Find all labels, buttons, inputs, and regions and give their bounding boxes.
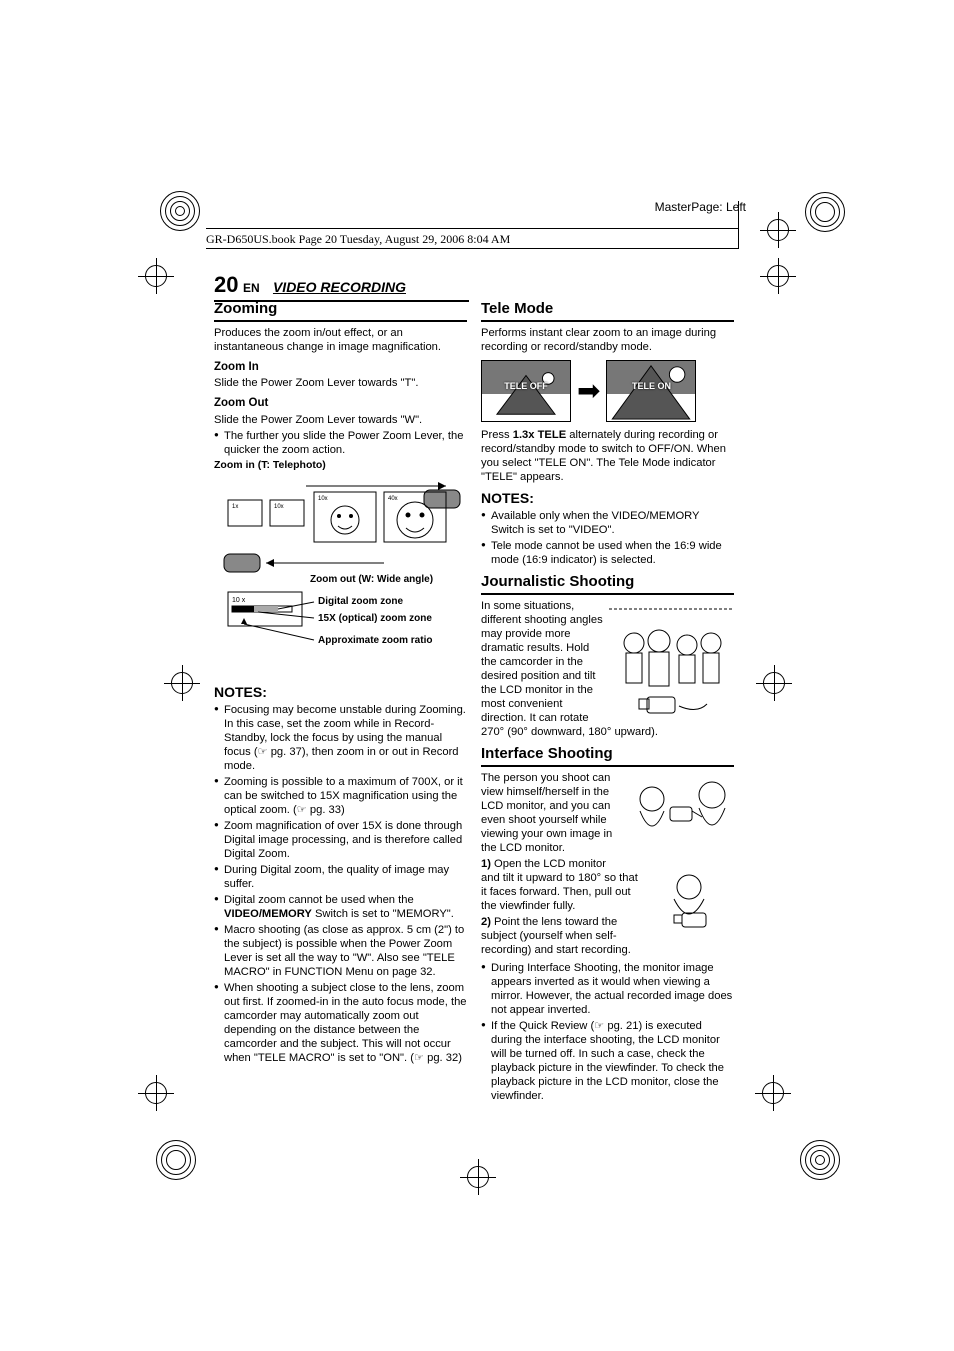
- svg-text:10x: 10x: [318, 496, 328, 502]
- crosshair-ml: [164, 665, 200, 701]
- tele-note-1: Available only when the VIDEO/MEMORY Swi…: [481, 509, 734, 537]
- zoom-note-4: During Digital zoom, the quality of imag…: [214, 863, 467, 891]
- zoom-note-2: Zooming is possible to a maximum of 700X…: [214, 775, 467, 817]
- zoom-note-1: Focusing may become unstable during Zoom…: [214, 703, 467, 773]
- page-header: 20 EN VIDEO RECORDING: [214, 272, 469, 302]
- tele-heading: Tele Mode: [481, 300, 734, 322]
- tele-off-thumb: TELE OFF: [481, 360, 571, 422]
- interface-illustration-2: [644, 869, 734, 945]
- right-column: Tele Mode Performs instant clear zoom to…: [481, 300, 734, 1105]
- tele-intro: Performs instant clear zoom to an image …: [481, 326, 734, 354]
- book-meta-line: GR-D650US.book Page 20 Tuesday, August 2…: [206, 228, 739, 247]
- masterpage-label: MasterPage: Left: [655, 200, 746, 214]
- crosshair-bl-inner: [138, 1075, 174, 1111]
- zoom-note-7: When shooting a subject close to the len…: [214, 981, 467, 1065]
- crosshair-br-inner: [755, 1075, 791, 1111]
- reg-mark-tr: [805, 192, 845, 232]
- reg-mark-tl: [160, 191, 200, 231]
- tele-note-2: Tele mode cannot be used when the 16:9 w…: [481, 539, 734, 567]
- crosshair-mr: [756, 665, 792, 701]
- interface-bullet-1: During Interface Shooting, the monitor i…: [481, 961, 734, 1017]
- zoom-in-heading: Zoom In: [214, 360, 467, 374]
- reg-mark-bl: [156, 1140, 196, 1180]
- svg-text:Approximate zoom ratio: Approximate zoom ratio: [318, 635, 432, 646]
- tele-p1: Press 1.3x TELE alternately during recor…: [481, 428, 734, 484]
- crosshair-tr: [760, 258, 796, 294]
- zooming-intro: Produces the zoom in/out effect, or an i…: [214, 326, 467, 354]
- zoom-out-bullet: The further you slide the Power Zoom Lev…: [214, 429, 467, 457]
- svg-text:10 x: 10 x: [232, 597, 246, 604]
- zoom-out-heading: Zoom Out: [214, 396, 467, 410]
- interface-illustration-1: [624, 773, 734, 863]
- arrow-icon: ➡: [577, 377, 600, 405]
- svg-text:Zoom out (W: Wide angle): Zoom out (W: Wide angle): [310, 574, 433, 585]
- zoom-note-5: Digital zoom cannot be used when the VID…: [214, 893, 467, 921]
- tele-notes-heading: NOTES:: [481, 490, 734, 508]
- zoom-in-text: Slide the Power Zoom Lever towards "T".: [214, 376, 467, 390]
- crosshair-tl: [138, 258, 174, 294]
- crosshair-tr-inner: [760, 212, 796, 248]
- svg-text:10x: 10x: [274, 504, 284, 510]
- zoom-notes-heading: NOTES:: [214, 684, 467, 702]
- journalistic-illustration: [609, 601, 734, 721]
- reg-mark-br: [800, 1140, 840, 1180]
- zoom-diagram: 1x 10x 10x 40x Zoom out (W: Wide: [214, 478, 467, 678]
- section-title: VIDEO RECORDING: [273, 279, 406, 295]
- svg-text:1x: 1x: [232, 504, 238, 510]
- svg-text:15X (optical) zoom zone: 15X (optical) zoom zone: [318, 613, 432, 624]
- zoom-out-text: Slide the Power Zoom Lever towards "W".: [214, 413, 467, 427]
- diagram-caption-top: Zoom in (T: Telephoto): [214, 459, 467, 472]
- crosshair-bc: [460, 1159, 496, 1195]
- interface-heading: Interface Shooting: [481, 745, 734, 767]
- tele-off-label: TELE OFF: [482, 381, 570, 392]
- interface-bullet-2: If the Quick Review (☞ pg. 21) is execut…: [481, 1019, 734, 1103]
- tele-illustration: TELE OFF ➡ TELE ON: [481, 360, 734, 422]
- zooming-heading: Zooming: [214, 300, 467, 322]
- svg-text:40x: 40x: [388, 496, 398, 502]
- zoom-note-3: Zoom magnification of over 15X is done t…: [214, 819, 467, 861]
- svg-text:Digital zoom zone: Digital zoom zone: [318, 596, 403, 607]
- journalistic-heading: Journalistic Shooting: [481, 573, 734, 595]
- left-column: Zooming Produces the zoom in/out effect,…: [214, 300, 467, 1105]
- tele-on-thumb: TELE ON: [606, 360, 696, 422]
- page-number: 20: [214, 272, 238, 297]
- tele-on-label: TELE ON: [607, 381, 695, 392]
- page-lang: EN: [243, 281, 260, 295]
- zoom-note-6: Macro shooting (as close as approx. 5 cm…: [214, 923, 467, 979]
